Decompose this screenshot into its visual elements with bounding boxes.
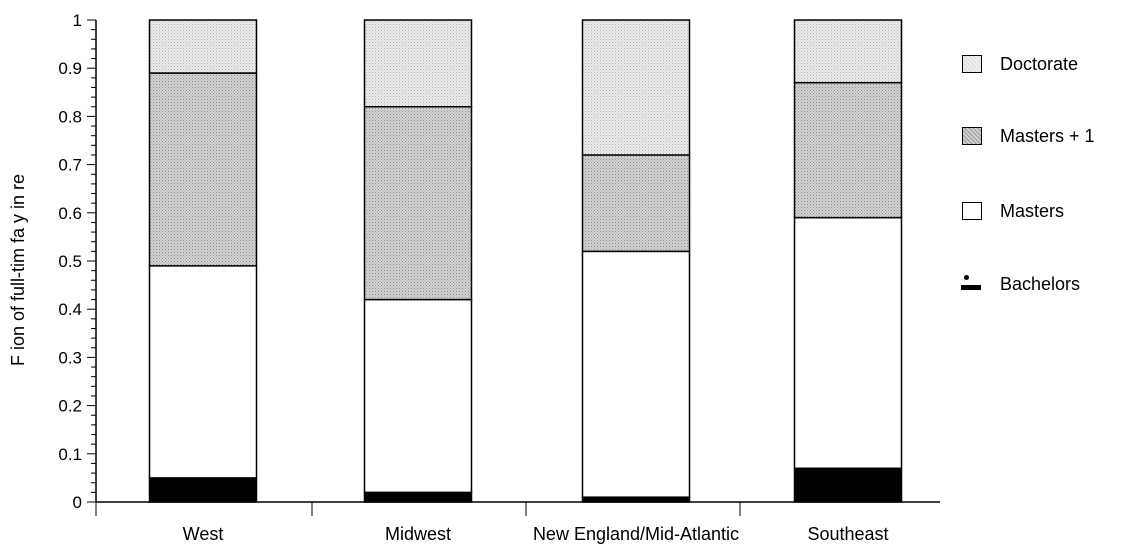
x-tick-label: New England/Mid-Atlantic — [533, 524, 739, 544]
bar-segment-masters — [581, 250, 691, 498]
bar-segment-masters-1 — [793, 81, 903, 219]
bar-segment-doctorate — [148, 19, 258, 74]
y-tick-label: 0.1 — [58, 445, 82, 464]
y-tick-label: 0.3 — [58, 348, 82, 367]
x-tick-label: Southeast — [807, 524, 888, 544]
legend-item-doctorate: Doctorate — [960, 52, 1078, 76]
y-axis-label: F ion of full-tim fa y in re — [8, 174, 28, 366]
x-tick-label: Midwest — [385, 524, 451, 544]
legend-item-masters: Masters — [960, 199, 1064, 223]
y-tick-label: 0.8 — [58, 107, 82, 126]
bar-segment-masters — [793, 216, 903, 470]
masters-swatch — [962, 202, 982, 220]
bachelors-swatch — [960, 273, 984, 295]
bar-segment-masters-1 — [148, 72, 258, 267]
bar-segment-doctorate — [363, 19, 473, 108]
y-tick-label: 0.4 — [58, 300, 82, 319]
legend-item-bachelors: Bachelors — [960, 272, 1080, 296]
bar-segment-bachelors — [793, 467, 903, 503]
legend-label-bachelors: Bachelors — [1000, 273, 1081, 294]
x-tick-label: West — [183, 524, 224, 544]
bar-segment-bachelors — [363, 491, 473, 503]
bar-segment-masters — [363, 298, 473, 494]
legend: Doctorate Masters + 1 Masters Bachelors — [960, 50, 1125, 310]
bar-segment-masters-1 — [581, 154, 691, 253]
legend-label-masters-plus-1: Masters + 1 — [1000, 125, 1095, 146]
y-tick-label: 1 — [73, 11, 82, 30]
bar-segment-bachelors — [148, 477, 258, 503]
y-tick-label: 0.9 — [58, 59, 82, 78]
bar-segment-doctorate — [581, 19, 691, 156]
stacked-bar-chart: 0 0.1 0.2 0.3 0.4 0.5 0.6 0.7 0.8 0.9 1 West Midwes… — [8, 11, 940, 544]
y-tick-label: 0.2 — [58, 397, 82, 416]
bars — [148, 19, 903, 503]
y-tick-label: 0.6 — [58, 204, 82, 223]
legend-item-masters-plus-1: Masters + 1 — [960, 124, 1095, 148]
legend-label-doctorate: Doctorate — [1000, 53, 1079, 74]
masters-plus-1-swatch — [962, 127, 982, 145]
doctorate-swatch — [962, 55, 982, 73]
y-tick-label: 0 — [73, 493, 82, 512]
bar-segment-doctorate — [793, 19, 903, 84]
bar-segment-masters — [148, 265, 258, 479]
y-axis: 0 0.1 0.2 0.3 0.4 0.5 0.6 0.7 0.8 0.9 1 — [58, 11, 97, 512]
legend-label-masters: Masters — [1000, 200, 1065, 221]
y-tick-label: 0.7 — [58, 156, 82, 175]
y-tick-label: 0.5 — [58, 252, 82, 271]
bar-segment-masters-1 — [363, 106, 473, 301]
x-axis: West Midwest New England/Mid-Atlantic South… — [95, 501, 940, 544]
